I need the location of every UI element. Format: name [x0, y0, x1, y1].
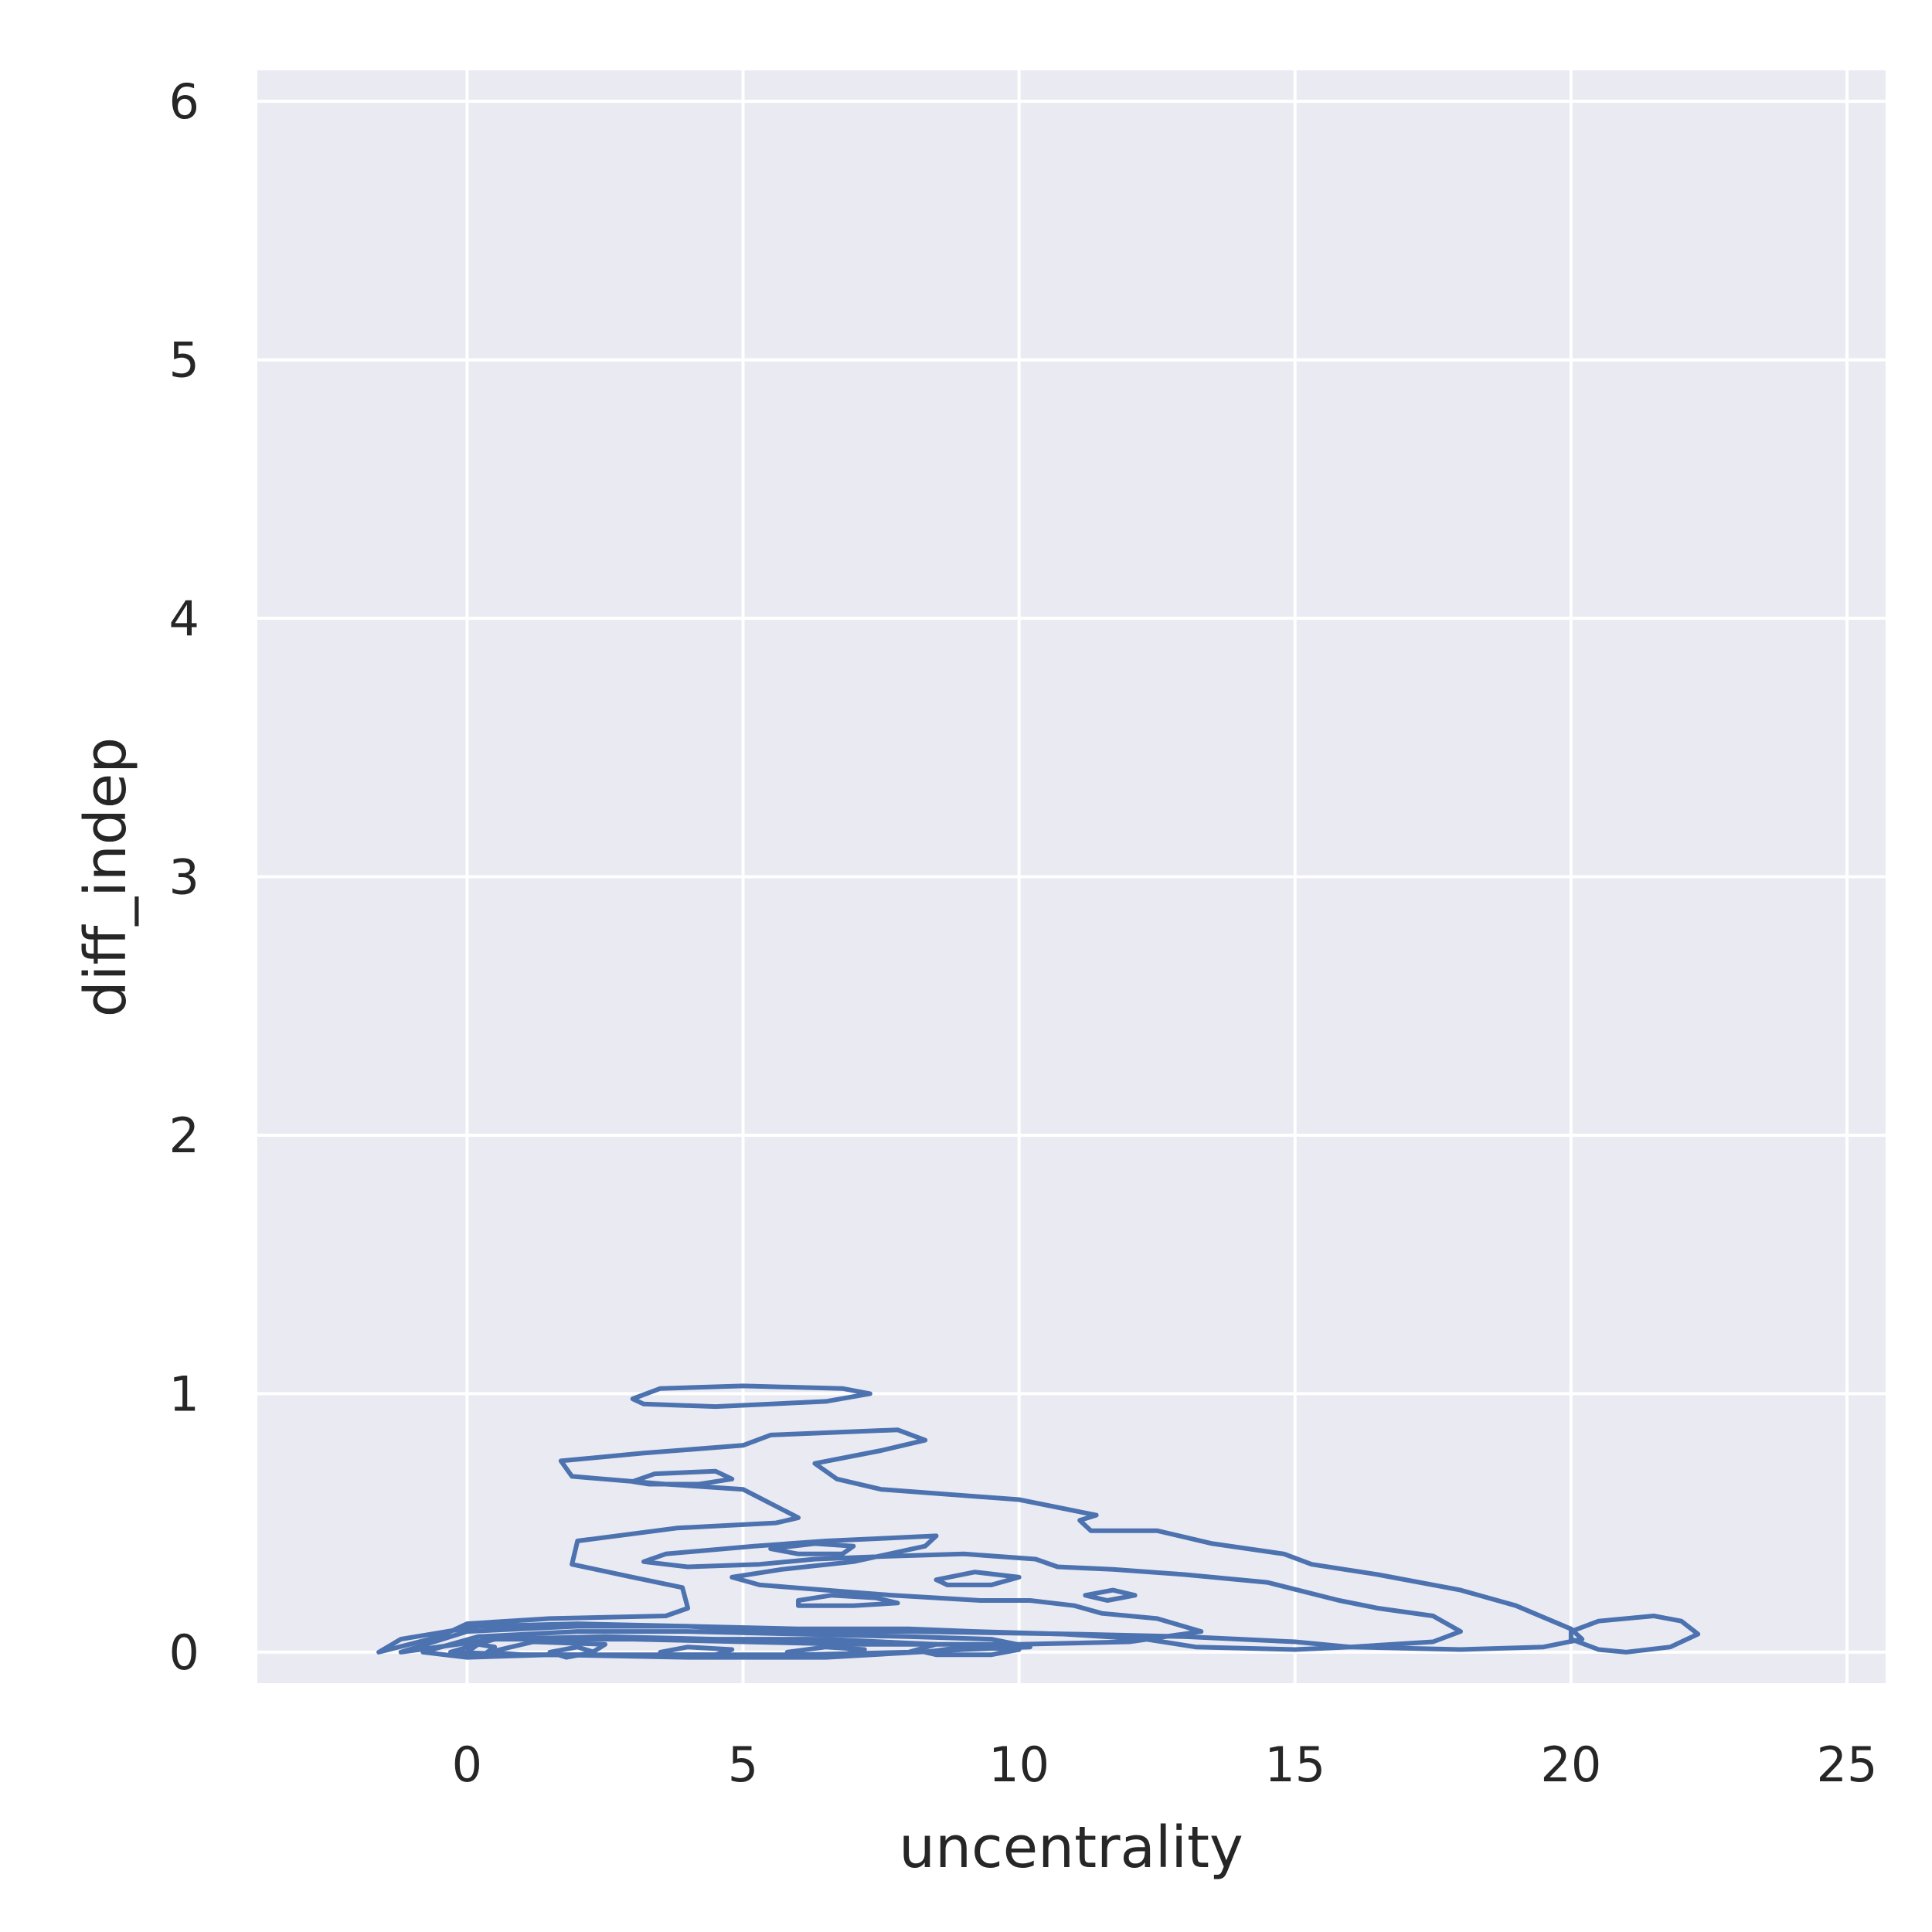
- contour-line-3: [630, 1383, 872, 1410]
- x-tick-label: 25: [1817, 1736, 1878, 1793]
- x-tick-label: 20: [1540, 1736, 1601, 1793]
- contour-line-13: [658, 1645, 735, 1658]
- grid-lines: [257, 70, 1886, 1683]
- contour-line-17: [547, 1645, 597, 1660]
- x-tick-label: 0: [452, 1736, 482, 1793]
- contour-line-1: [376, 1427, 1585, 1655]
- contour-line-4: [630, 1468, 735, 1487]
- contour-line-16: [464, 1641, 498, 1658]
- contour-line-9: [1568, 1614, 1701, 1655]
- contour-line-7: [934, 1570, 1022, 1587]
- contour-line-5: [768, 1541, 856, 1556]
- contour-line-6: [796, 1593, 900, 1608]
- x-tick-label: 5: [728, 1736, 758, 1793]
- contour-line-12: [487, 1639, 607, 1658]
- y-tick-label: 3: [169, 849, 199, 906]
- y-tick-label: 2: [169, 1107, 199, 1164]
- contour-line-14: [784, 1645, 867, 1658]
- y-tick-label: 5: [169, 332, 199, 389]
- y-tick-label: 0: [169, 1624, 199, 1681]
- y-tick-label: 4: [169, 590, 199, 647]
- contour-line-15: [923, 1645, 1022, 1658]
- contour-line-8: [1083, 1587, 1138, 1603]
- y-axis-label: diff_indep: [73, 737, 139, 1017]
- x-axis-label: uncentrality: [899, 1815, 1243, 1881]
- y-axis-ticks: 0 1 2 3 4 5 6: [169, 73, 199, 1681]
- density-contours: [376, 1383, 1701, 1660]
- contour-line-11: [448, 1634, 939, 1658]
- contour-line-2: [398, 1533, 1463, 1655]
- y-tick-label: 1: [169, 1366, 199, 1422]
- x-tick-label: 15: [1264, 1736, 1325, 1793]
- y-tick-label: 6: [169, 73, 199, 130]
- x-axis-ticks: 0 5 10 15 20 25: [452, 1736, 1878, 1793]
- x-tick-label: 10: [988, 1736, 1049, 1793]
